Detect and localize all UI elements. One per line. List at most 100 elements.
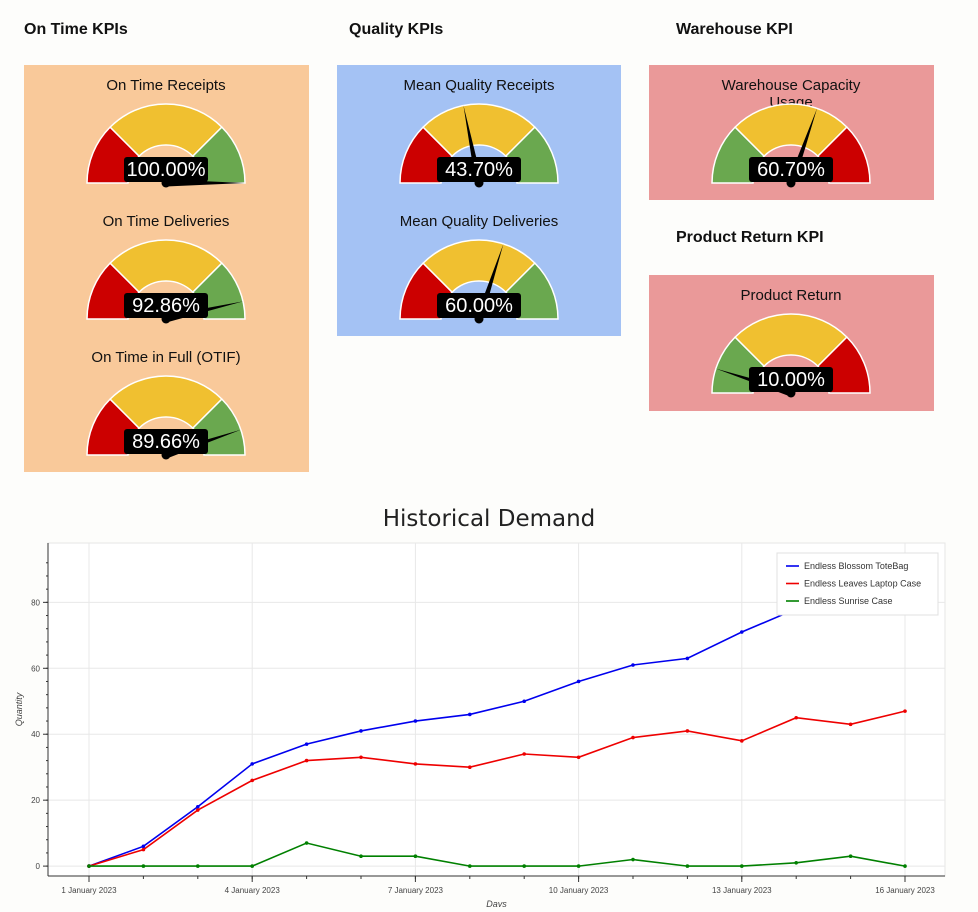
gauge-value-box — [124, 157, 208, 182]
gauge-value: 43.70% — [445, 159, 513, 181]
data-point — [794, 861, 798, 865]
data-point — [740, 739, 744, 743]
data-point — [685, 864, 690, 868]
gauge-mean-quality-receipts: Mean Quality Receipts 43.70% — [389, 65, 569, 188]
legend-box — [776, 552, 939, 616]
gauge-value-box — [124, 429, 208, 454]
gauge-title: Mean Quality Deliveries — [399, 213, 559, 230]
series-line-0 — [88, 568, 906, 867]
data-point — [576, 679, 581, 684]
series-line-1 — [88, 710, 906, 867]
legend-item: Endless Sunrise Case — [786, 596, 893, 606]
data-point — [413, 719, 418, 723]
x-tick-label: 4 January 2023 — [225, 886, 281, 895]
x-tick-label: 13 January 2023 — [712, 886, 772, 895]
data-point — [196, 808, 200, 812]
x-tick-label: 7 January 2023 — [388, 886, 444, 895]
gauge-value: 100.00% — [127, 159, 206, 181]
gauge-band-mid-yellow — [422, 103, 536, 158]
y-tick-label: 80 — [31, 598, 40, 607]
x-axis-label: Days — [486, 899, 507, 907]
gauge-value: 10.00% — [757, 369, 825, 391]
section-title-warehouse: Warehouse KPI — [676, 21, 793, 38]
data-point — [141, 864, 146, 868]
data-point — [522, 699, 526, 704]
data-point — [413, 762, 418, 766]
data-point — [631, 663, 635, 667]
gauge-warehouse-capacity-usage: Warehouse Capacity Usage 60.70% — [701, 65, 881, 188]
data-point — [576, 755, 581, 760]
gauge-title: Mean Quality Receipts — [403, 77, 555, 94]
gauge-svg: 10.00% — [711, 313, 871, 398]
data-point — [522, 752, 526, 756]
data-point — [468, 864, 472, 868]
gauge-band-mid-yellow — [109, 239, 223, 294]
legend-label: Endless Leaves Laptop Case — [804, 579, 921, 589]
legend-label: Endless Blossom ToteBag — [804, 561, 908, 571]
gauge-value: 60.00% — [445, 295, 513, 317]
data-point — [87, 864, 91, 868]
historical-demand-chart: Historical Demand 0 20 40 60 80 1 January 202… — [0, 500, 978, 909]
x-tick-label: 10 January 2023 — [549, 886, 609, 895]
gauge-value: 89.66% — [132, 431, 200, 453]
gauge-svg: 43.70% — [399, 103, 559, 188]
gauge-value-box — [124, 293, 208, 318]
legend-item: Endless Blossom ToteBag — [786, 561, 908, 571]
gauge-title: On Time in Full (OTIF) — [91, 349, 241, 366]
y-tick-label: 0 — [36, 862, 41, 871]
gauge-value: 60.70% — [757, 159, 825, 181]
data-point — [304, 758, 309, 763]
data-point — [740, 864, 744, 868]
data-point — [631, 857, 635, 862]
series-line-2 — [89, 842, 906, 867]
y-axis-label: Quantity — [14, 692, 24, 726]
data-point — [685, 729, 690, 733]
gauge-band-mid-yellow — [422, 239, 536, 294]
data-point — [141, 847, 146, 852]
section-title-on-time: On Time KPIs — [24, 21, 128, 38]
data-point — [794, 715, 798, 720]
data-point — [576, 864, 581, 868]
gauge-band-mid-yellow — [734, 103, 848, 158]
data-point — [468, 712, 472, 717]
gauge-band-mid-yellow — [109, 375, 223, 430]
data-point — [848, 854, 853, 859]
section-title-quality: Quality KPIs — [349, 21, 444, 38]
data-point — [903, 709, 907, 713]
gauge-mean-quality-deliveries: Mean Quality Deliveries 60.00% — [389, 201, 569, 324]
data-point — [196, 804, 200, 809]
data-point — [250, 864, 254, 868]
gauge-value: 92.86% — [132, 295, 200, 317]
gauge-title: On Time Receipts — [106, 77, 226, 94]
y-tick-label: 20 — [31, 796, 40, 805]
gauge-on-time-receipts: On Time Receipts 100.00% — [76, 65, 256, 188]
section-title-product-return: Product Return KPI — [676, 229, 824, 246]
data-point — [250, 778, 254, 783]
data-point — [359, 854, 363, 859]
y-tick-label: 60 — [31, 664, 40, 673]
data-point — [359, 755, 363, 760]
legend-item: Endless Leaves Laptop Case — [786, 579, 921, 589]
gauge-value-box — [749, 157, 833, 182]
gauge-band-mid-yellow — [734, 313, 848, 368]
gauge-svg: 60.00% — [399, 239, 559, 324]
gauge-title: Product Return — [740, 287, 842, 304]
data-point — [304, 841, 309, 845]
gauge-title: On Time Deliveries — [102, 213, 230, 230]
data-point — [631, 735, 635, 740]
gauge-svg: 89.66% — [86, 375, 246, 460]
data-point — [359, 729, 363, 733]
data-point — [141, 844, 146, 849]
data-point — [848, 722, 853, 727]
data-point — [740, 630, 744, 634]
data-point — [413, 854, 418, 859]
chart-plot: 0 20 40 60 80 1 January 2023 4 January 2023 7 J… — [14, 542, 946, 909]
gauge-otif: On Time in Full (OTIF) 89.66% — [76, 337, 256, 460]
gauge-svg: 60.70% — [711, 103, 871, 188]
gauge-svg: 92.86% — [86, 239, 246, 324]
data-point — [304, 742, 309, 746]
chart-title: Historical Demand — [382, 506, 596, 532]
gauge-band-mid-yellow — [109, 103, 223, 158]
gauge-value-box — [437, 157, 521, 182]
data-point — [468, 765, 472, 769]
